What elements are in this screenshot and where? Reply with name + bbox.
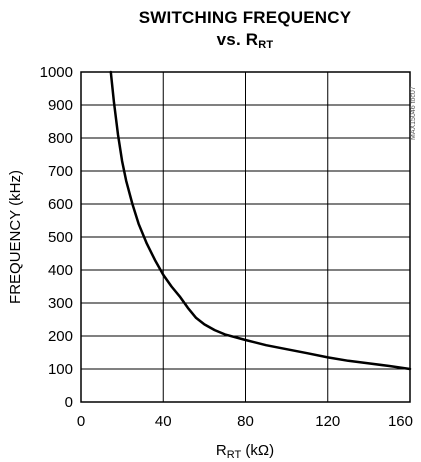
y-tick-label: 500 (48, 229, 73, 246)
x-tick-label: 120 (315, 413, 340, 430)
frequency-curve (109, 70, 412, 371)
y-tick-label: 600 (48, 196, 73, 213)
y-tick-label: 700 (48, 163, 73, 180)
figure-code: MAX15046 toc07 (410, 86, 417, 140)
y-axis-label: FREQUENCY (kHz) (7, 170, 24, 304)
y-tick-label: 200 (48, 328, 73, 345)
x-tick-label: 0 (77, 413, 85, 430)
y-tick-label: 100 (48, 361, 73, 378)
chart-title-subscript: RT (258, 39, 274, 51)
y-tick-label: 900 (48, 97, 73, 114)
x-axis-label-main: R (216, 442, 227, 459)
y-tick-labels: 0 100 200 300 400 500 600 700 800 900 1000 (40, 64, 73, 411)
y-tick-label: 1000 (40, 64, 73, 81)
chart-title-line2: vs. RRT (80, 30, 410, 51)
grid-lines (81, 72, 410, 402)
y-tick-label: 0 (65, 394, 73, 411)
x-tick-label: 160 (388, 413, 413, 430)
chart-title-line1: SWITCHING FREQUENCY (138, 8, 352, 27)
x-axis-label-subscript: RT (227, 449, 242, 461)
x-axis-label: RRT (kΩ) (216, 442, 274, 461)
plot-frame (80, 71, 411, 403)
x-tick-labels: 0 40 80 120 160 (77, 413, 413, 430)
y-tick-label: 800 (48, 130, 73, 147)
x-tick-label: 80 (237, 413, 254, 430)
x-tick-label: 40 (155, 413, 172, 430)
x-axis-label-unit: (kΩ) (241, 442, 274, 459)
chart-title-prefix: vs. R (216, 30, 259, 49)
y-tick-label: 300 (48, 295, 73, 312)
y-tick-label: 400 (48, 262, 73, 279)
